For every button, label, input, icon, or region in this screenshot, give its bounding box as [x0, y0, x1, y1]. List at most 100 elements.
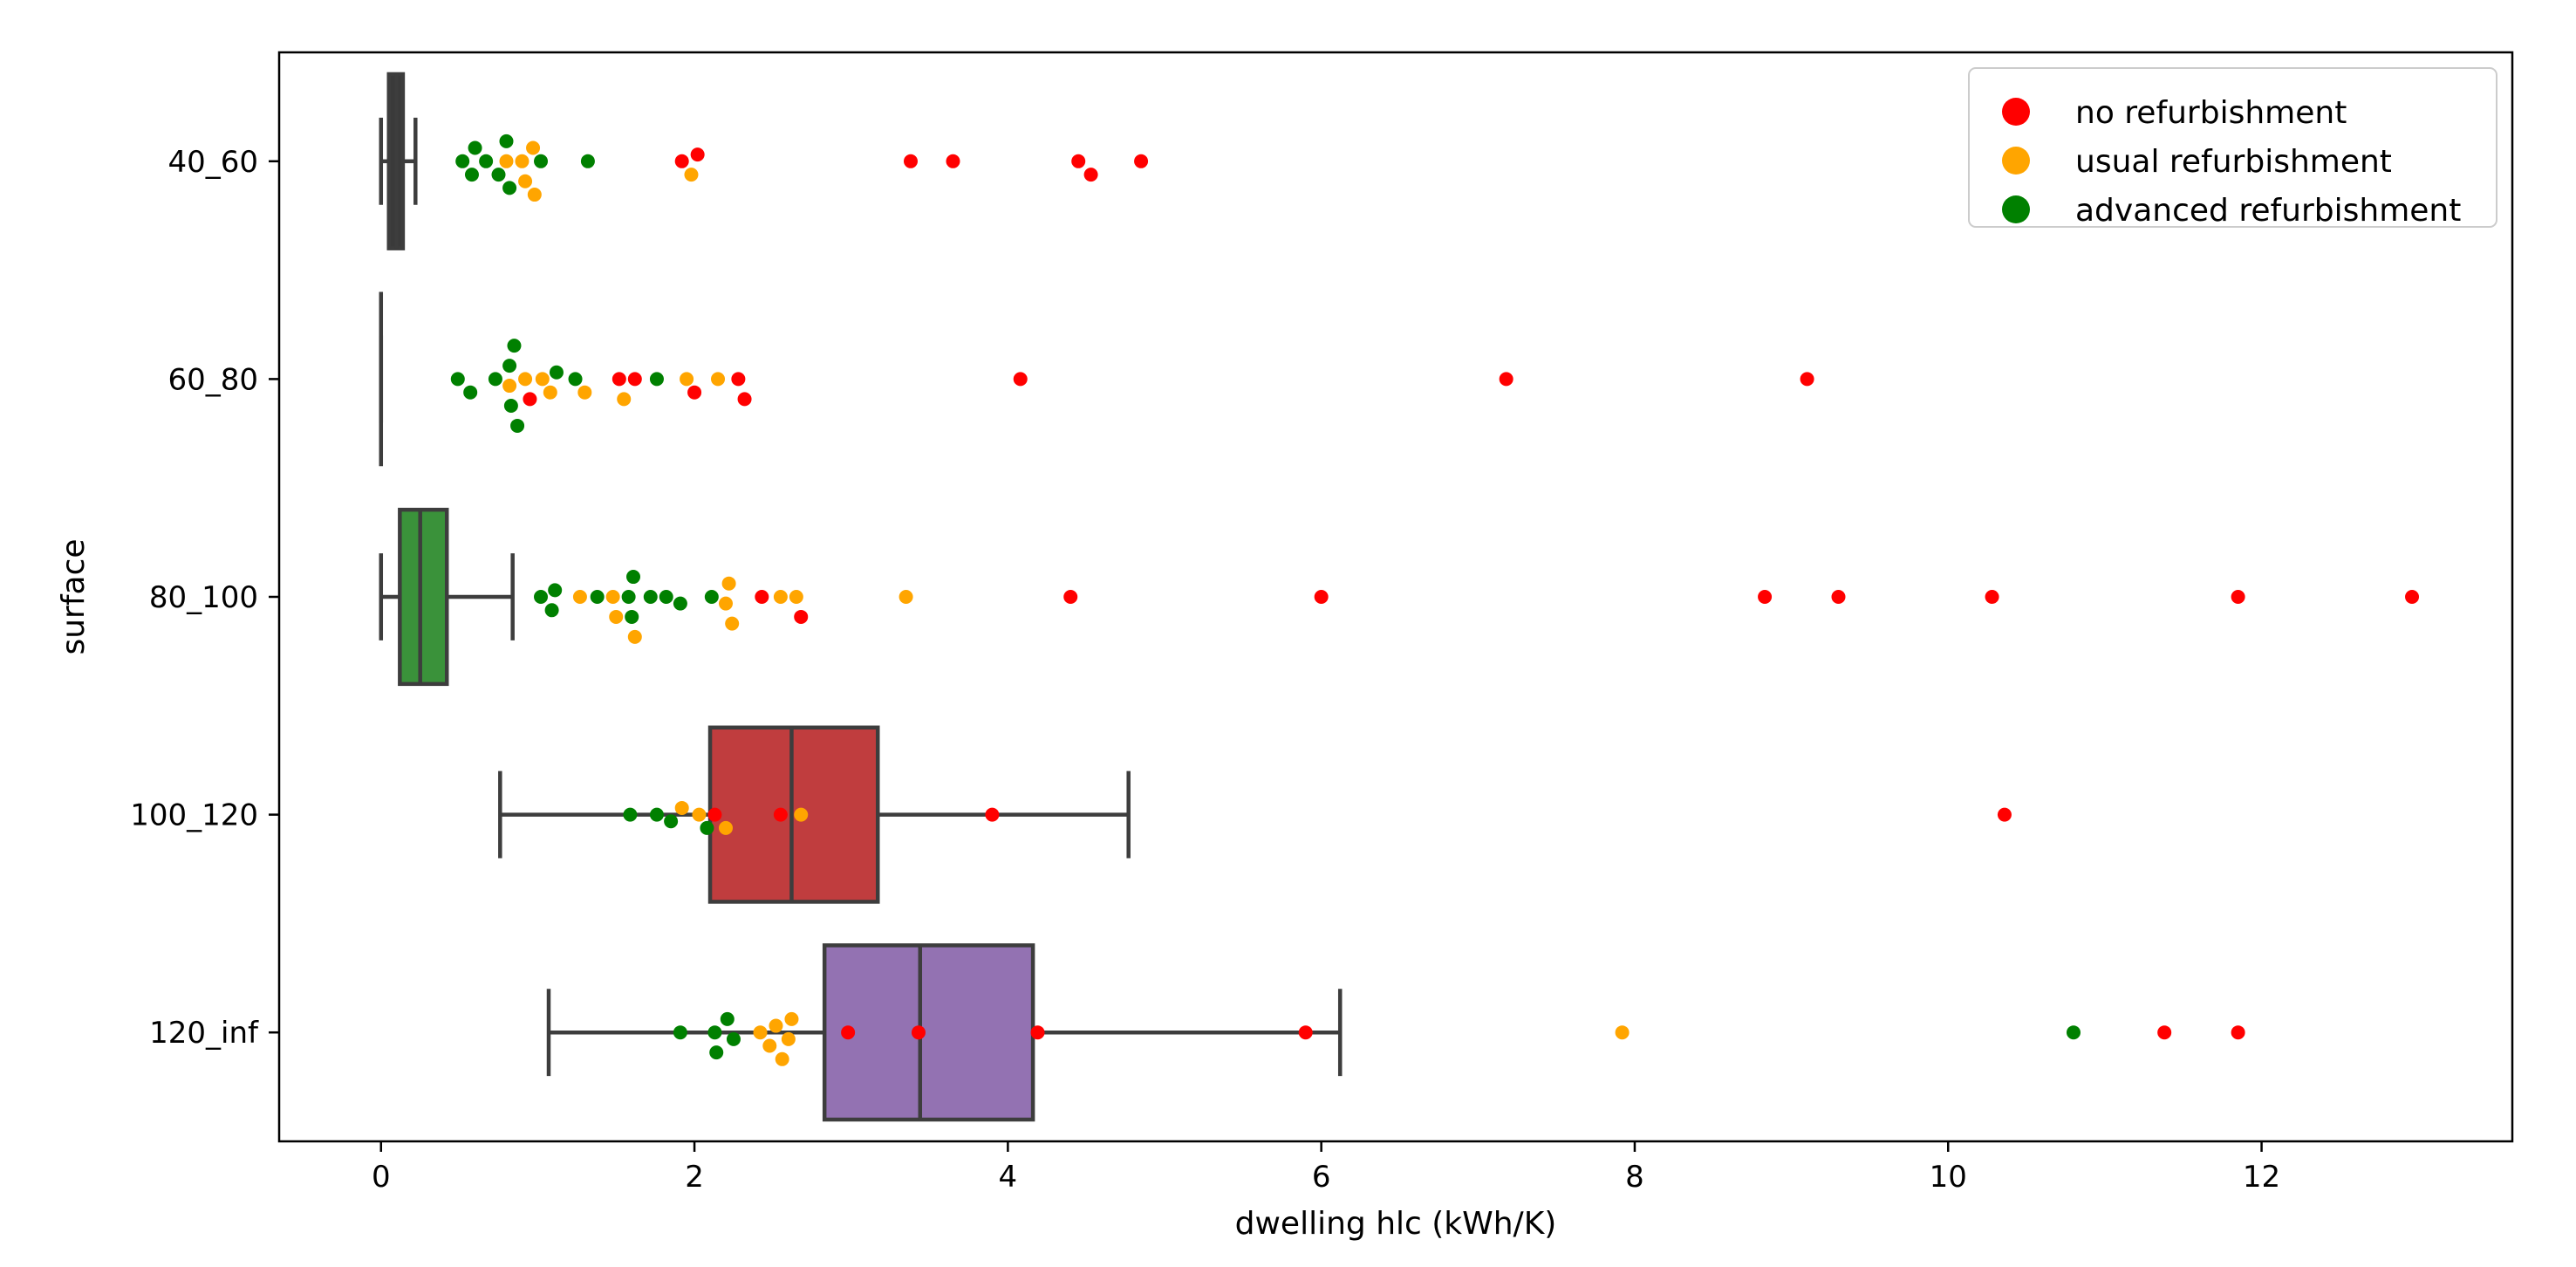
point-usual-refurbishment [794, 807, 809, 822]
y-axis-label: surface [56, 538, 92, 654]
x-tick-label: 10 [1930, 1160, 1967, 1195]
point-usual-refurbishment [692, 807, 707, 822]
point-advanced-refurbishment [548, 583, 563, 598]
point-no-refurbishment [911, 1025, 926, 1040]
point-no-refurbishment [731, 372, 746, 387]
point-advanced-refurbishment [568, 372, 583, 387]
point-advanced-refurbishment [726, 1031, 741, 1046]
legend-marker [2002, 195, 2030, 223]
point-usual-refurbishment [577, 385, 592, 400]
point-advanced-refurbishment [479, 154, 494, 168]
point-advanced-refurbishment [626, 570, 641, 585]
point-usual-refurbishment [627, 629, 642, 644]
point-advanced-refurbishment [450, 372, 465, 387]
x-tick-label: 0 [372, 1160, 391, 1195]
point-advanced-refurbishment [659, 590, 673, 604]
y-tick-label: 60_80 [167, 362, 258, 397]
y-tick-label: 40_60 [167, 145, 258, 180]
point-advanced-refurbishment [707, 1025, 722, 1040]
point-no-refurbishment [1083, 168, 1098, 182]
point-no-refurbishment [687, 385, 702, 400]
point-advanced-refurbishment [463, 385, 478, 400]
point-no-refurbishment [1314, 590, 1329, 604]
point-advanced-refurbishment [507, 339, 522, 353]
point-no-refurbishment [674, 154, 689, 168]
point-advanced-refurbishment [503, 399, 518, 413]
point-usual-refurbishment [789, 590, 803, 604]
point-usual-refurbishment [711, 372, 726, 387]
point-no-refurbishment [707, 807, 722, 822]
point-usual-refurbishment [518, 174, 533, 188]
legend: no refurbishment usual refurbishment advan… [1968, 67, 2497, 229]
point-advanced-refurbishment [455, 154, 470, 168]
point-advanced-refurbishment [510, 418, 525, 433]
points-layer [450, 134, 2420, 1066]
point-advanced-refurbishment [649, 807, 664, 822]
box-120_inf [546, 943, 1343, 1122]
legend-label: usual refurbishment [2075, 144, 2392, 180]
point-usual-refurbishment [753, 1025, 768, 1040]
point-no-refurbishment [773, 807, 788, 822]
point-no-refurbishment [1013, 372, 1028, 387]
point-no-refurbishment [903, 154, 918, 168]
point-usual-refurbishment [719, 820, 733, 835]
box-rect [398, 507, 449, 687]
point-no-refurbishment [737, 392, 752, 407]
x-axis-label: dwelling hlc (kWh/K) [1235, 1206, 1557, 1242]
point-advanced-refurbishment [704, 590, 719, 604]
point-usual-refurbishment [1615, 1025, 1630, 1040]
point-no-refurbishment [627, 372, 642, 387]
point-advanced-refurbishment [673, 1025, 687, 1040]
point-no-refurbishment [1063, 590, 1078, 604]
x-tick-label: 4 [999, 1160, 1018, 1195]
legend-marker [2002, 98, 2030, 126]
point-no-refurbishment [523, 392, 537, 407]
point-advanced-refurbishment [534, 154, 549, 168]
point-no-refurbishment [1298, 1025, 1313, 1040]
x-axis: 0 2 4 6 8 10 12 [372, 1141, 2280, 1195]
point-no-refurbishment [2405, 590, 2420, 604]
point-usual-refurbishment [515, 154, 530, 168]
point-no-refurbishment [1758, 590, 1773, 604]
point-usual-refurbishment [502, 379, 517, 394]
point-advanced-refurbishment [673, 596, 687, 611]
point-no-refurbishment [1071, 154, 1086, 168]
point-usual-refurbishment [535, 372, 550, 387]
point-no-refurbishment [1499, 372, 1513, 387]
point-advanced-refurbishment [580, 154, 595, 168]
point-usual-refurbishment [775, 1051, 789, 1066]
point-no-refurbishment [690, 147, 705, 162]
point-usual-refurbishment [572, 590, 587, 604]
point-no-refurbishment [1030, 1025, 1045, 1040]
point-no-refurbishment [841, 1025, 856, 1040]
point-advanced-refurbishment [664, 814, 679, 829]
point-advanced-refurbishment [700, 820, 714, 835]
x-tick-label: 2 [685, 1160, 704, 1195]
point-no-refurbishment [1134, 154, 1149, 168]
point-usual-refurbishment [899, 590, 913, 604]
point-advanced-refurbishment [464, 168, 479, 182]
point-no-refurbishment [2231, 1025, 2245, 1040]
point-no-refurbishment [946, 154, 960, 168]
point-usual-refurbishment [725, 616, 740, 631]
x-tick-label: 8 [1625, 1160, 1644, 1195]
point-advanced-refurbishment [720, 1011, 735, 1026]
point-usual-refurbishment [543, 385, 557, 400]
point-advanced-refurbishment [544, 603, 559, 618]
point-no-refurbishment [612, 372, 626, 387]
y-tick-label: 120_inf [149, 1016, 259, 1051]
point-usual-refurbishment [527, 188, 542, 202]
legend-marker [2002, 147, 2030, 175]
point-advanced-refurbishment [502, 181, 517, 195]
point-usual-refurbishment [680, 372, 694, 387]
y-tick-label: 80_100 [149, 580, 258, 615]
point-usual-refurbishment [499, 154, 514, 168]
box-rect [822, 943, 1035, 1122]
point-advanced-refurbishment [502, 359, 517, 373]
point-advanced-refurbishment [625, 609, 639, 624]
box-100_120 [498, 725, 1131, 904]
point-advanced-refurbishment [2066, 1025, 2081, 1040]
point-advanced-refurbishment [623, 807, 638, 822]
point-no-refurbishment [1800, 372, 1814, 387]
